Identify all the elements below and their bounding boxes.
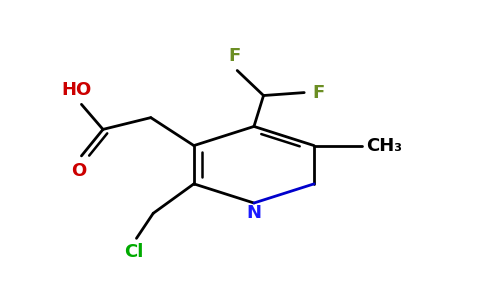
Text: Cl: Cl bbox=[124, 243, 144, 261]
Text: HO: HO bbox=[61, 81, 92, 99]
Text: F: F bbox=[229, 47, 241, 65]
Text: O: O bbox=[72, 162, 87, 180]
Text: N: N bbox=[246, 205, 261, 223]
Text: F: F bbox=[313, 84, 325, 102]
Text: CH₃: CH₃ bbox=[366, 136, 402, 154]
